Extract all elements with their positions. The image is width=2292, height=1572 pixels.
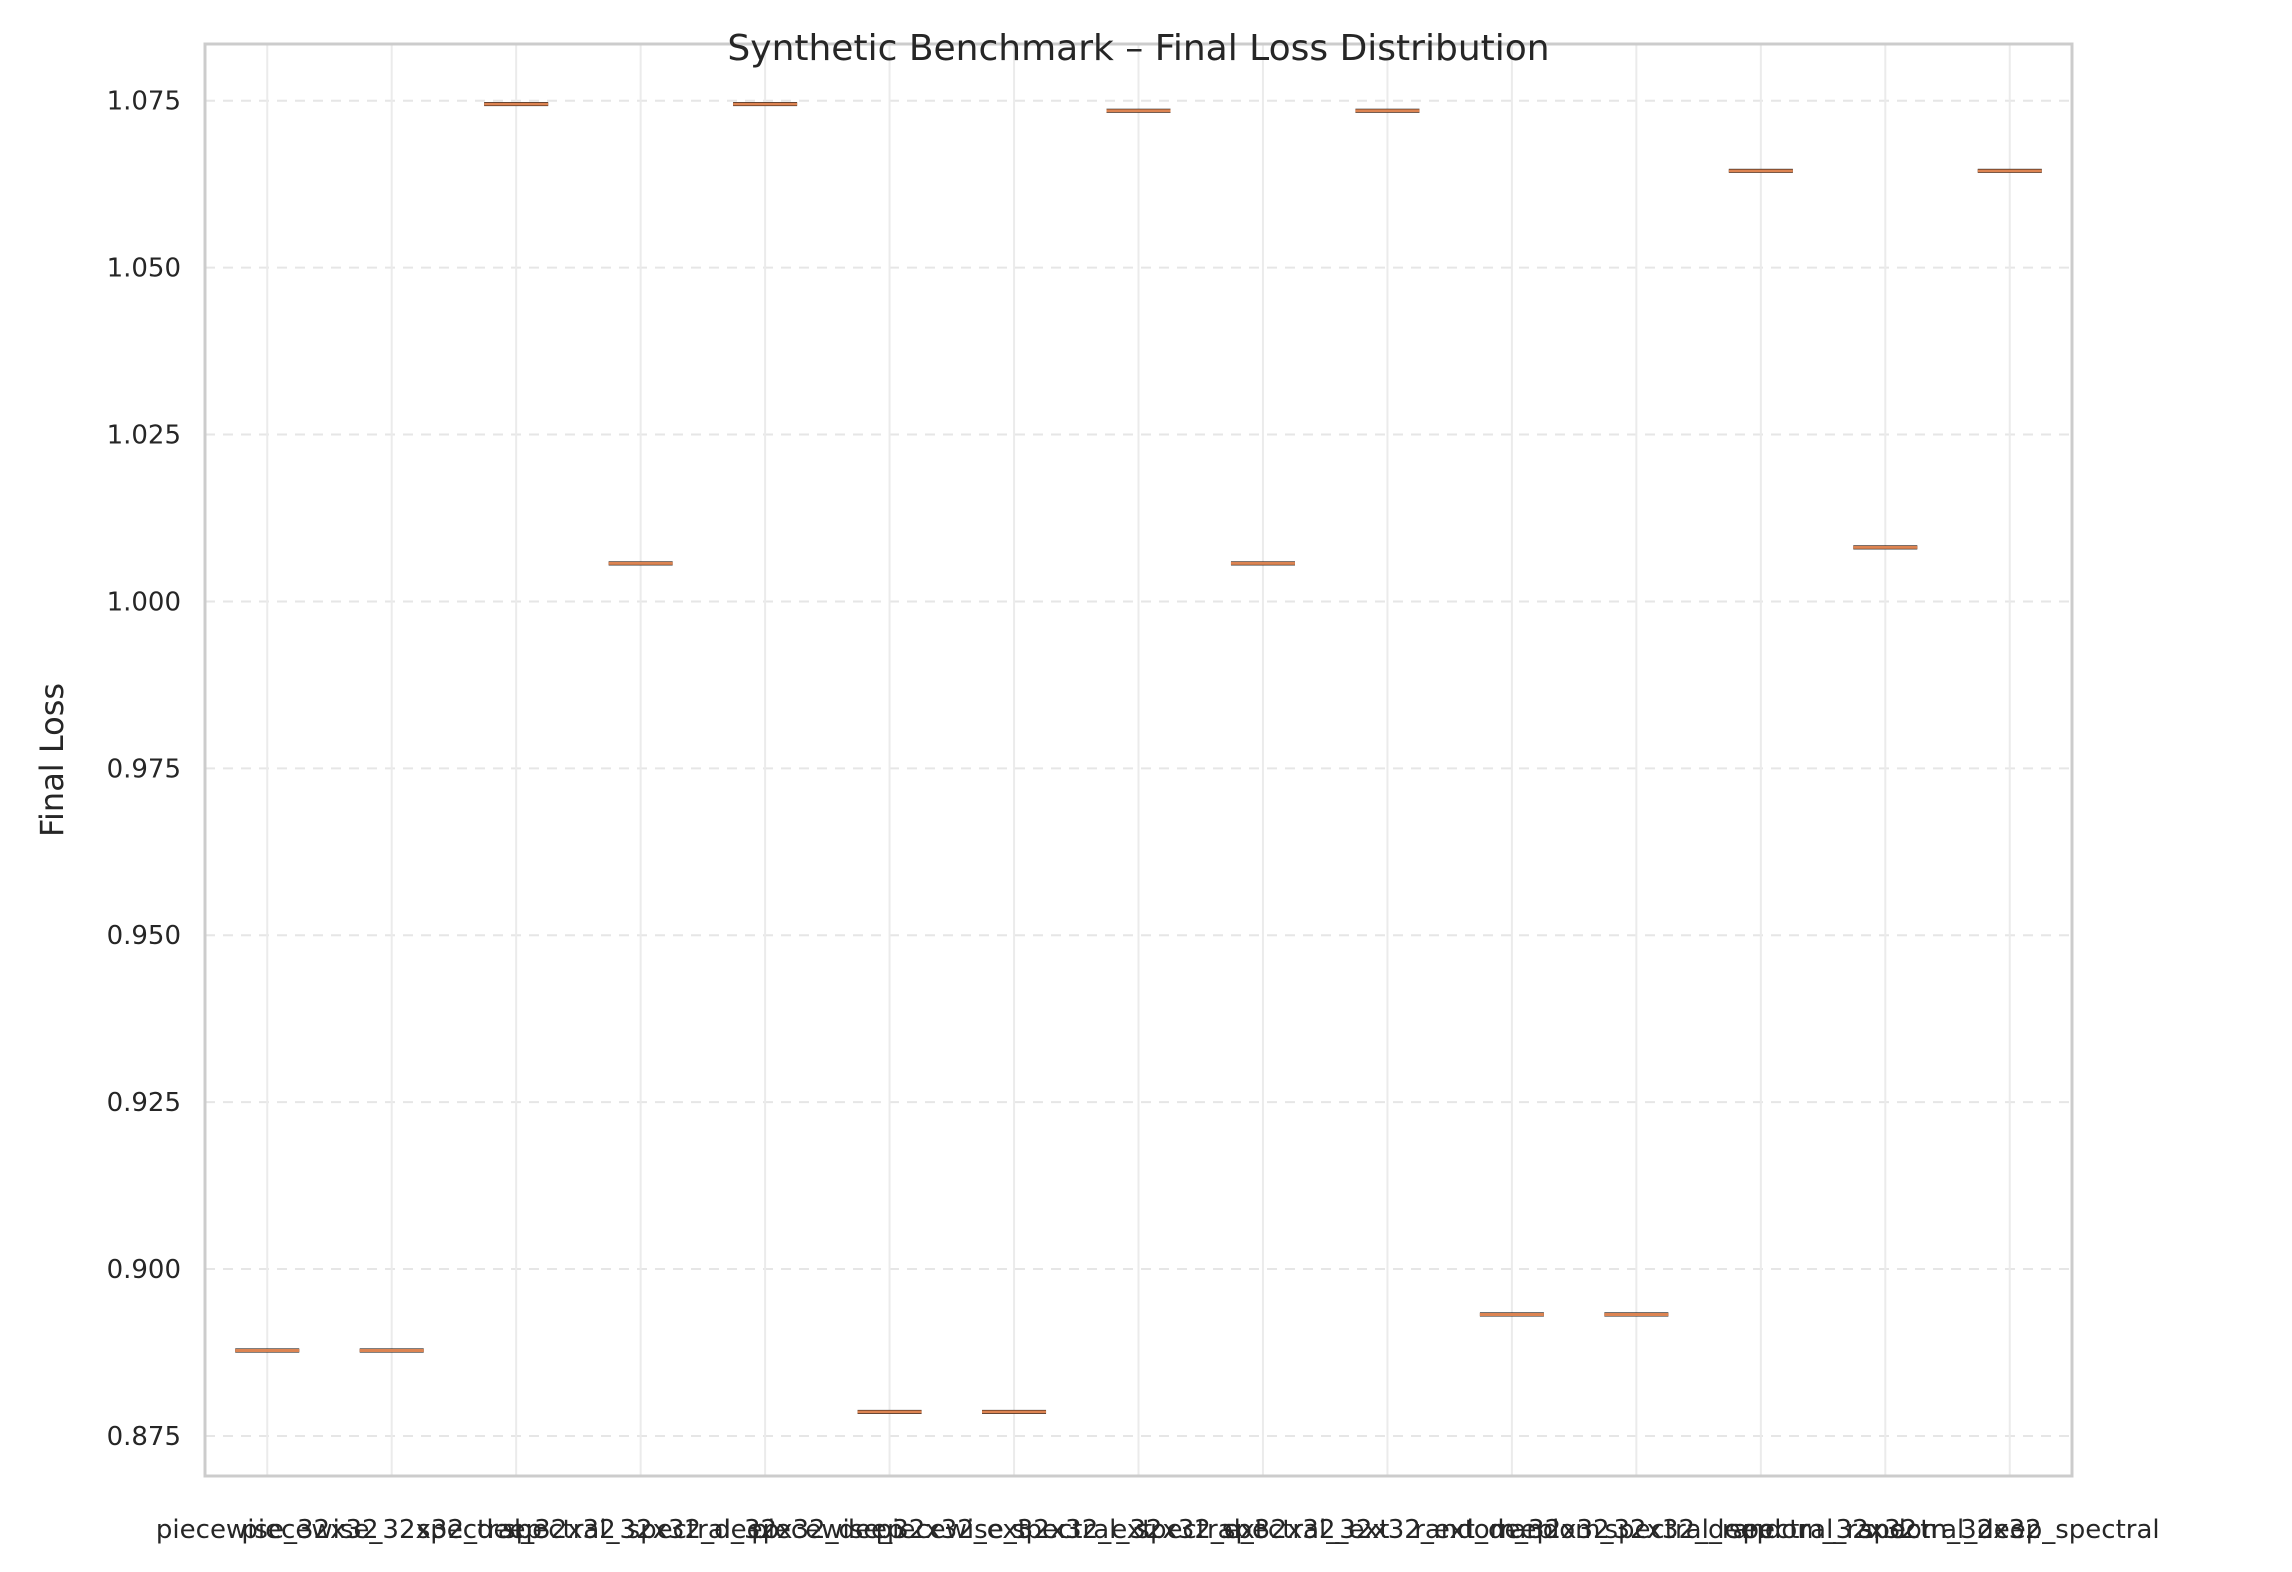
x-tick-label: spectral_32x32_ext_deep: [1222, 1515, 1553, 1545]
x-tick-label: spectral_32x32_ext: [1136, 1515, 1389, 1545]
x-tick-label: spectral_deep_spectral: [1860, 1515, 2160, 1545]
y-tick-labels: 0.875 0.900 0.925 0.950 0.975 1.000 1.025 1.050…: [107, 87, 181, 1452]
y-tick-label: 0.950: [107, 921, 181, 951]
x-tick-label: spectral_32x32_deep: [502, 1515, 779, 1545]
y-tick-label: 1.025: [107, 421, 181, 451]
y-tick-label: 0.975: [107, 754, 181, 784]
x-tick-label: random_32x32: [1414, 1515, 1609, 1545]
y-tick-label: 1.075: [107, 87, 181, 117]
x-tick-labels: piecewise_32x32piecewise_32x32_deepspect…: [156, 1515, 2160, 1545]
x-tick-label: random_32x32_deep: [1500, 1515, 1773, 1545]
x-tick-label: piecewise_32x32_deep: [241, 1515, 542, 1545]
y-tick-label: 1.000: [107, 587, 181, 617]
y-tick-label: 0.875: [107, 1422, 181, 1452]
x-tick-label: piecewise_32x32_ext: [876, 1515, 1153, 1545]
x-tick-label: spectral_random_32x32: [1604, 1515, 1917, 1545]
y-tick-label: 0.925: [107, 1088, 181, 1118]
chart-title: Synthetic Benchmark – Final Loss Distrib…: [727, 28, 1549, 69]
y-tick-label: 1.050: [107, 254, 181, 284]
x-tick-label: piecewise_32x32: [156, 1515, 379, 1545]
x-tick-label: spectral_random_32x32: [1729, 1515, 2042, 1545]
y-axis-label: Final Loss: [33, 683, 71, 837]
y-tick-label: 0.900: [107, 1255, 181, 1285]
plot-frame: [203, 42, 2074, 1478]
grid-layer: [205, 44, 2072, 1476]
x-tick-label: spectral_32x32: [417, 1515, 616, 1545]
x-tick-label: spectral_32x32_deep: [627, 1515, 904, 1545]
x-tick-label: piecewise_32x32_ext: [751, 1515, 1028, 1545]
box-layer: [235, 102, 2042, 1414]
x-tick-label: spectral_32x32_ext: [1012, 1515, 1265, 1545]
